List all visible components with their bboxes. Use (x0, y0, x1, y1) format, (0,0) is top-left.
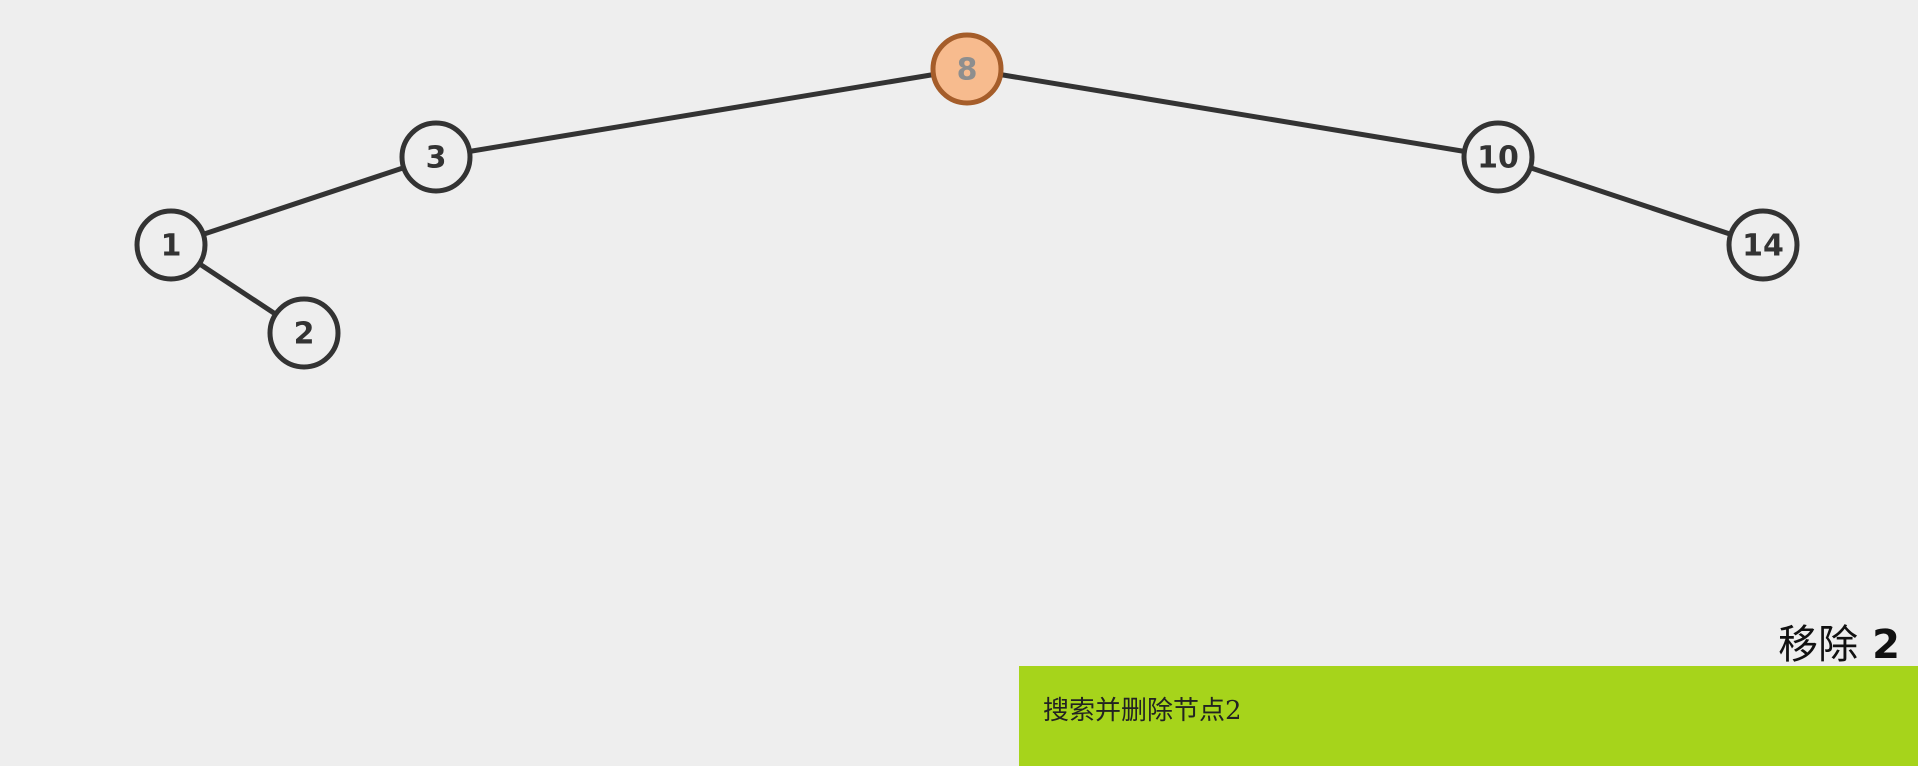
tree-node-3: 3 (402, 123, 470, 191)
action-title: 移除 2 (1778, 612, 1900, 670)
node-value: 2 (294, 317, 315, 352)
action-verb: 移除 (1778, 622, 1858, 668)
node-value: 8 (957, 53, 978, 88)
tree-node-8: 8 (933, 35, 1001, 103)
tree-node-1: 1 (137, 211, 205, 279)
node-value: 14 (1742, 229, 1784, 264)
tree-node-14: 14 (1729, 211, 1797, 279)
tree-node-2: 2 (270, 299, 338, 367)
edge-10-14 (1498, 157, 1763, 245)
node-value: 1 (161, 229, 182, 264)
status-message: 搜索并删除节点2 (1043, 690, 1242, 727)
edge-8-10 (967, 69, 1498, 157)
action-value: 2 (1872, 622, 1900, 668)
node-value: 10 (1477, 141, 1519, 176)
nodes-layer: 8 3 10 1 14 2 (137, 35, 1797, 367)
node-value: 3 (426, 141, 447, 176)
edge-3-1 (171, 157, 436, 245)
edges-layer (171, 69, 1763, 333)
tree-node-10: 10 (1464, 123, 1532, 191)
edge-8-3 (436, 69, 967, 157)
status-panel: 搜索并删除节点2 (1019, 666, 1918, 766)
